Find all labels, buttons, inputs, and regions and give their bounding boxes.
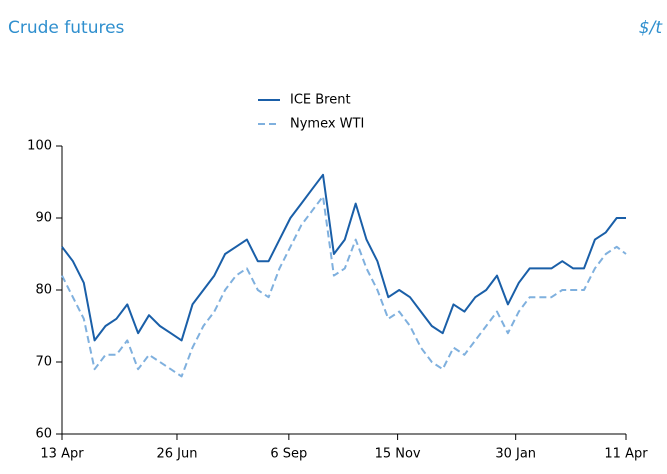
x-tick-label: 11 Apr	[604, 447, 648, 462]
x-tick-label: 15 Nov	[375, 447, 421, 462]
y-tick-label: 80	[35, 283, 52, 298]
x-tick-label: 13 Apr	[40, 447, 84, 462]
series-line	[61, 195, 627, 378]
y-tick-label: 100	[27, 139, 52, 154]
x-tick-label: 30 Jan	[495, 447, 536, 462]
y-tick-label: 60	[35, 427, 52, 442]
legend-label: Nymex WTI	[290, 117, 364, 132]
x-tick-label: 6 Sep	[270, 447, 307, 462]
chart-title: Crude futures	[8, 18, 125, 38]
unit-label: $/t	[639, 18, 664, 38]
y-tick-label: 90	[35, 211, 52, 226]
y-tick-label: 70	[35, 355, 52, 370]
legend-label: ICE Brent	[290, 93, 351, 108]
series-line	[61, 173, 626, 342]
x-tick-label: 26 Jun	[156, 447, 197, 462]
